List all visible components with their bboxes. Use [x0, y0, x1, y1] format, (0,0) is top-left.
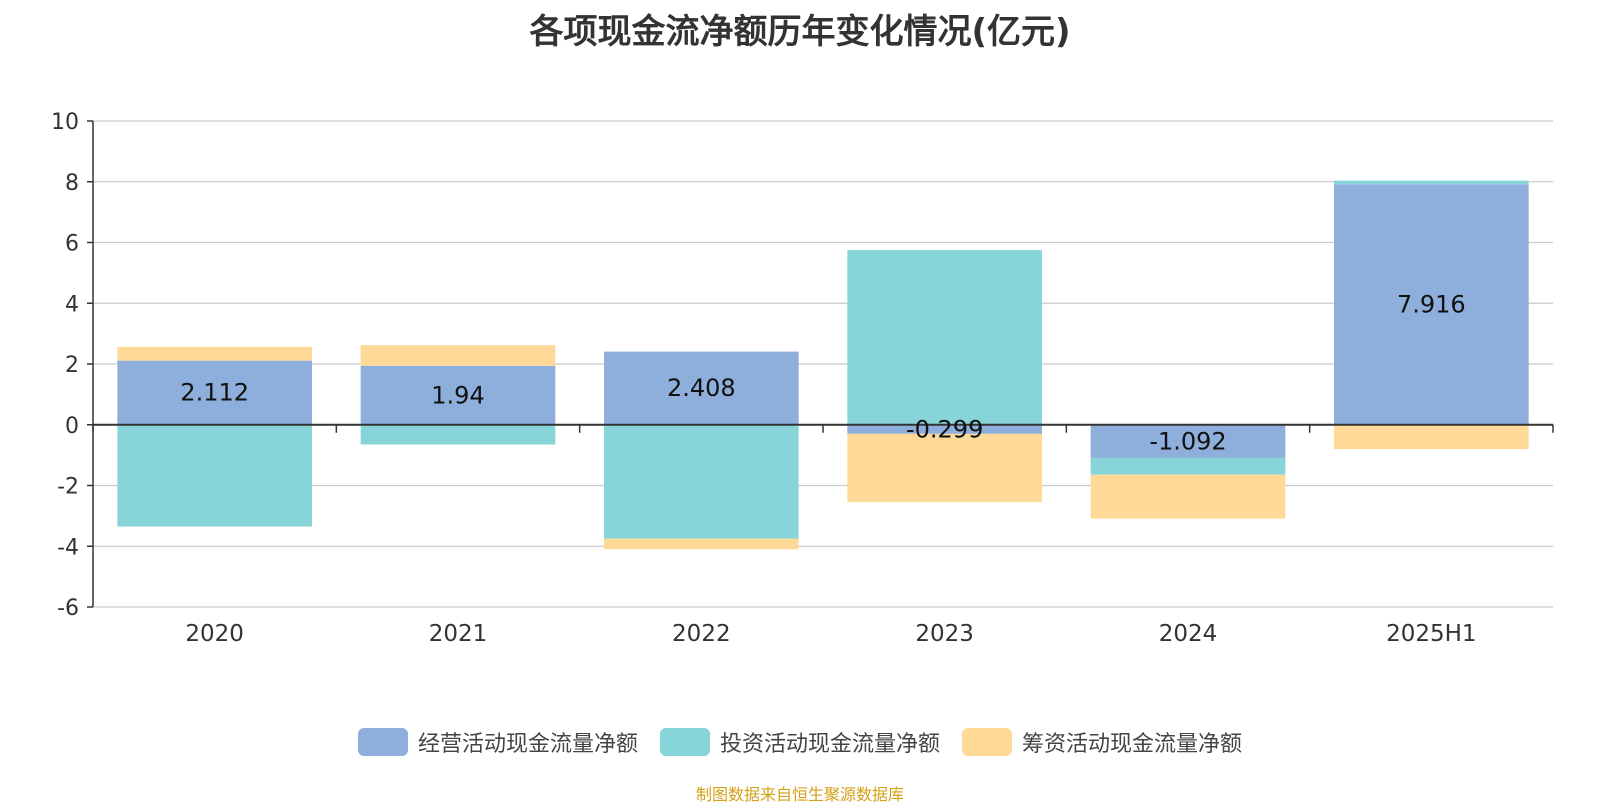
bar-2025H1-series-0 [1334, 184, 1529, 425]
source-note: 制图数据来自恒生聚源数据库 [695, 785, 904, 804]
legend-item[interactable]: 经营活动现金流量净额 [357, 726, 638, 758]
y-tick-label: 0 [65, 414, 79, 439]
data-labels: 2.112 1.94 2.408 -0.299 -1.092 7.916 [180, 291, 1465, 456]
bar-2024-series-0 [1090, 424, 1286, 458]
bar-2020-series-2 [117, 346, 312, 361]
data-label: 2.112 [180, 379, 249, 407]
y-tick-label: 10 [51, 110, 79, 135]
legend-swatch [357, 728, 408, 756]
legend-item[interactable]: 投资活动现金流量净额 [659, 726, 940, 758]
chart-title: 各项现金流净额历年变化情况(亿元) [529, 12, 1071, 52]
bar-2021-series-1 [360, 424, 556, 445]
data-label: -1.092 [1149, 427, 1226, 455]
x-tick-label: 2025H1 [1386, 621, 1476, 647]
x-tick-label: 2023 [915, 621, 974, 647]
legend: 经营活动现金流量净额 投资活动现金流量净额 筹资活动现金流量净额 [0, 726, 1600, 758]
bar-2020-series-0 [117, 360, 312, 425]
legend-swatch [659, 728, 710, 756]
bar-2023-series-0 [847, 424, 1042, 434]
axes: 10 8 6 4 2 0 -2 -4 -6 2020 2021 2022 2023 2024 2025H1 [51, 110, 1554, 647]
x-tick-label: 2021 [429, 621, 488, 647]
y-tick-label: 2 [65, 353, 79, 378]
x-tick-label: 2024 [1159, 621, 1218, 647]
legend-item[interactable]: 筹资活动现金流量净额 [962, 726, 1242, 758]
bar-2022-series-2 [604, 538, 799, 550]
data-label: -0.299 [906, 415, 983, 443]
grid-lines [93, 120, 1553, 608]
legend-label: 筹资活动现金流量净额 [1022, 732, 1243, 757]
legend-label: 经营活动现金流量净额 [417, 732, 638, 757]
y-tick-label: 8 [65, 171, 79, 196]
y-tick-label: -2 [57, 475, 79, 500]
bar-2023-series-1 [847, 250, 1042, 425]
bar-2025H1-series-2 [1334, 424, 1529, 450]
x-tick-label: 2022 [672, 621, 731, 647]
bar-2024-series-1 [1090, 457, 1286, 475]
y-tick-label: 6 [65, 232, 79, 257]
data-label: 1.94 [431, 381, 484, 409]
legend-label: 投资活动现金流量净额 [719, 732, 940, 757]
x-tick-label: 2020 [185, 621, 244, 647]
data-label: 7.916 [1397, 291, 1466, 319]
y-tick-label: 4 [65, 292, 79, 317]
bar-2023-series-2 [847, 433, 1042, 503]
bar-2021-series-2 [360, 345, 556, 366]
bar-2021-series-0 [360, 365, 556, 425]
bar-2024-series-2 [1090, 474, 1286, 519]
data-label: 2.408 [667, 374, 736, 402]
bars [117, 180, 1529, 550]
bar-2020-series-1 [117, 424, 312, 527]
legend-swatch [962, 728, 1012, 756]
y-tick-label: -4 [57, 535, 79, 560]
bar-2022-series-1 [604, 424, 799, 539]
bar-2022-series-0 [604, 351, 799, 425]
y-tick-label: -6 [57, 596, 79, 621]
bar-2025H1-series-1 [1334, 180, 1529, 185]
